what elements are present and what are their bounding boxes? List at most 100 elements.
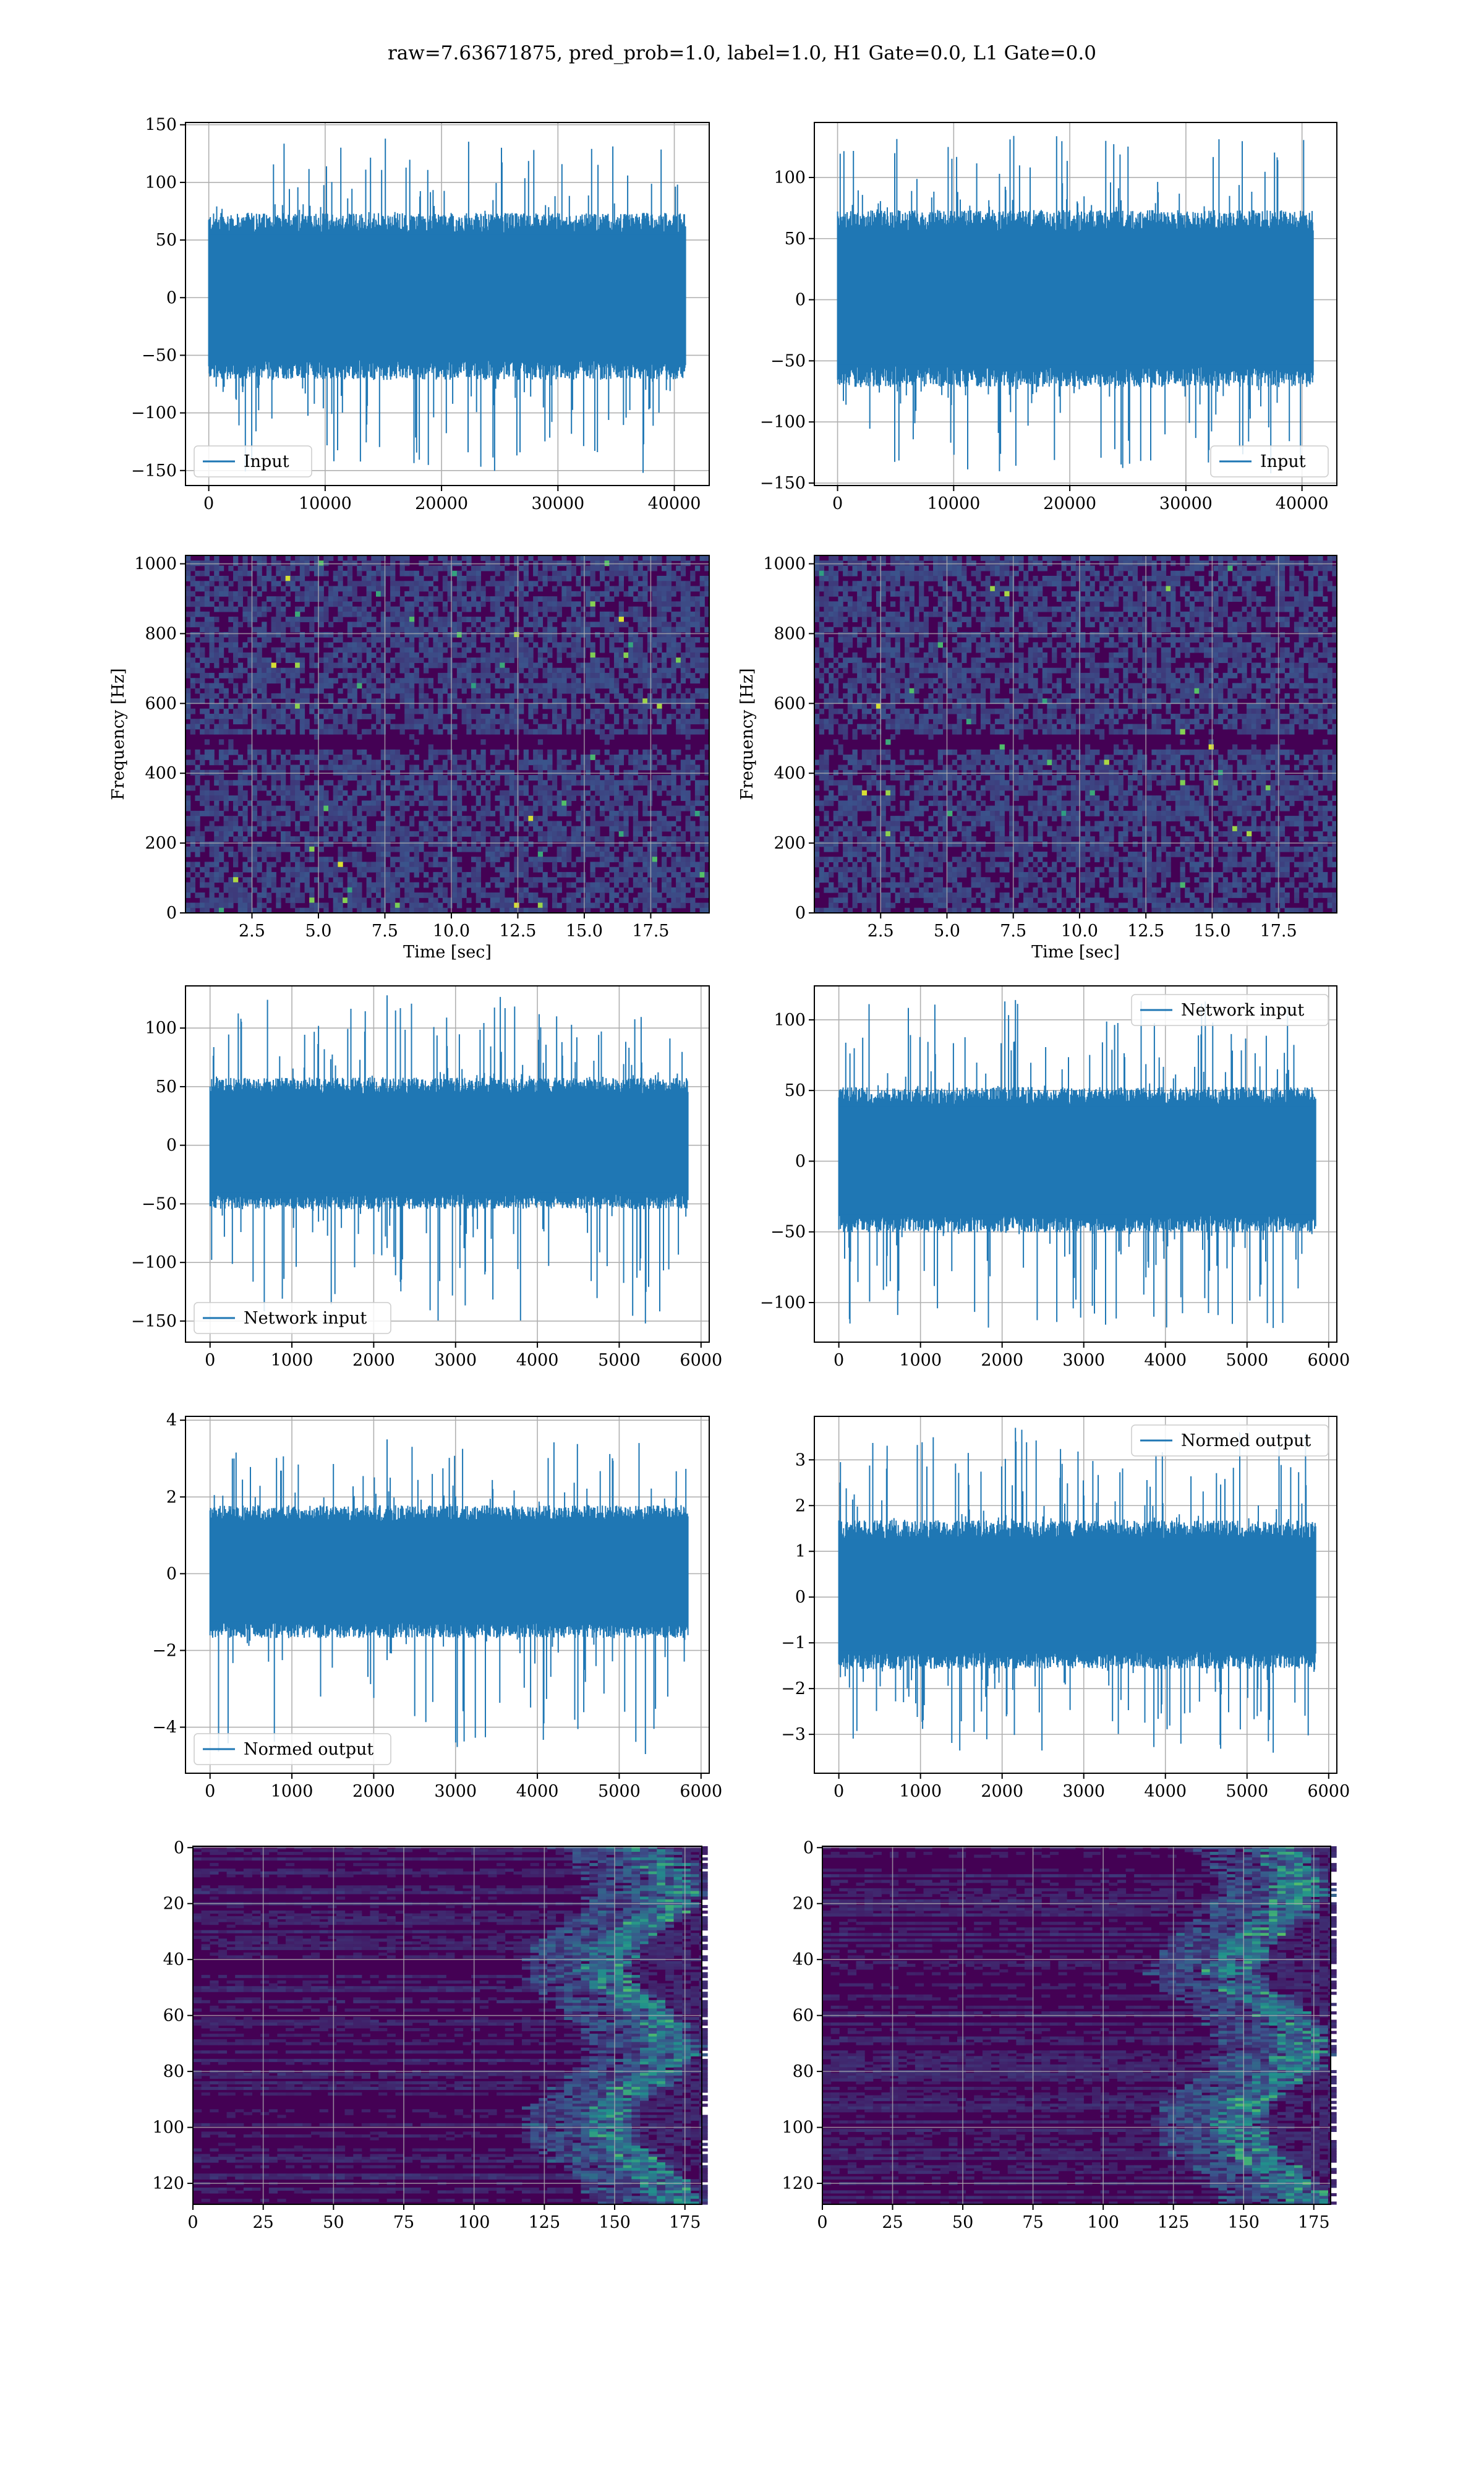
heatmap-cell [647, 698, 653, 704]
heatmap-cell [237, 769, 243, 776]
heatmap-cell [542, 714, 548, 719]
heatmap-cell [523, 724, 529, 730]
heatmap-cell [233, 683, 239, 689]
heatmap-cell [195, 611, 200, 617]
heatmap-cell [514, 693, 519, 699]
heatmap-cell [247, 907, 253, 914]
heatmap-cell [618, 581, 624, 587]
heatmap-cell [214, 760, 220, 766]
heatmap-cell [271, 862, 276, 868]
heatmap-cell [223, 708, 229, 714]
heatmap-cell [419, 678, 424, 684]
heatmap-cell [485, 652, 491, 658]
heatmap-cell [290, 627, 296, 633]
heatmap-cell [276, 627, 281, 633]
heatmap-cell [456, 887, 463, 893]
heatmap-cell [204, 714, 210, 719]
heatmap-cell [323, 749, 329, 755]
heatmap-cell [599, 683, 605, 689]
heatmap-cell [195, 851, 200, 857]
heatmap-cell [304, 882, 310, 888]
heatmap-cell [361, 841, 367, 847]
heatmap-cell [547, 631, 553, 638]
heatmap-cell [195, 652, 200, 658]
heatmap-cell [618, 795, 624, 801]
heatmap-cell [276, 764, 281, 771]
heatmap-cell [471, 775, 477, 781]
heatmap-cell [233, 795, 239, 801]
heatmap-cell [361, 617, 367, 622]
heatmap-cell [500, 719, 505, 725]
heatmap-cell [537, 836, 544, 842]
heatmap-cell [380, 637, 386, 643]
heatmap-cell [433, 576, 438, 581]
heatmap-cell [414, 846, 419, 852]
heatmap-cell [623, 611, 629, 617]
heatmap-cell [495, 698, 500, 704]
heatmap-cell [371, 887, 377, 893]
heatmap-cell [233, 749, 239, 755]
heatmap-cell [704, 764, 710, 771]
heatmap-cell [495, 857, 500, 863]
heatmap-cell [366, 576, 372, 581]
heatmap-cell [309, 841, 315, 847]
heatmap-cell [652, 591, 657, 597]
heatmap-cell [390, 800, 396, 807]
heatmap-cell [309, 857, 315, 863]
heatmap-cell [504, 897, 510, 904]
heatmap-cell [699, 836, 705, 842]
heatmap-cell [642, 729, 648, 735]
heatmap-cell [304, 555, 310, 561]
heatmap-cell [380, 672, 386, 678]
heatmap-cell [186, 576, 191, 581]
heatmap-cell [566, 892, 572, 898]
heatmap-cell [252, 724, 258, 730]
heatmap-cell [614, 755, 620, 760]
chart-spec-l1: 2.5 5.0 7.5 10.0 12.5 15.0 17.5020040060080010… [738, 555, 1337, 962]
heatmap-cell [514, 570, 519, 576]
heatmap-cell [623, 698, 629, 704]
heatmap-cell [285, 877, 291, 883]
heatmap-cell [676, 627, 681, 633]
heatmap-cell [680, 667, 686, 674]
heatmap-cell [633, 897, 639, 904]
heatmap-cell [409, 897, 415, 904]
heatmap-cell [528, 693, 534, 699]
heatmap-cell [328, 810, 334, 816]
heatmap-cell [276, 647, 281, 653]
heatmap-cell [186, 871, 191, 878]
heatmap-cell [394, 877, 401, 883]
heatmap-cell [523, 805, 529, 811]
heatmap-cell [528, 581, 534, 587]
heatmap-cell [233, 667, 239, 674]
heatmap-cell [676, 897, 681, 904]
heatmap-cell [376, 601, 382, 607]
heatmap-cell [313, 734, 320, 740]
heatmap-cell [676, 902, 681, 909]
heatmap-cell [357, 882, 362, 888]
heatmap-cell [614, 780, 620, 786]
heatmap-cell [419, 826, 424, 832]
x-tick-label: 12.5 [499, 922, 536, 941]
heatmap-cell [528, 795, 534, 801]
heatmap-cell [533, 698, 539, 704]
heatmap-cell [623, 816, 629, 821]
heatmap-cell [461, 790, 467, 796]
heatmap-cell [394, 871, 401, 878]
heatmap-cell [343, 714, 348, 719]
heatmap-cell [228, 703, 234, 709]
heatmap-cell [519, 555, 524, 561]
heatmap-cell [504, 790, 510, 796]
heatmap-cell [399, 729, 405, 735]
heatmap-cell [704, 760, 710, 766]
heatmap-cell [309, 760, 315, 766]
heatmap-cell [285, 693, 291, 699]
heatmap-cell [519, 652, 524, 658]
heatmap-cell [290, 678, 296, 684]
heatmap-cell [428, 826, 433, 832]
heatmap-cell [590, 581, 595, 587]
heatmap-cell [394, 857, 401, 863]
heatmap-cell [514, 642, 519, 648]
heatmap-cell [456, 622, 463, 628]
heatmap-cell [214, 907, 220, 914]
